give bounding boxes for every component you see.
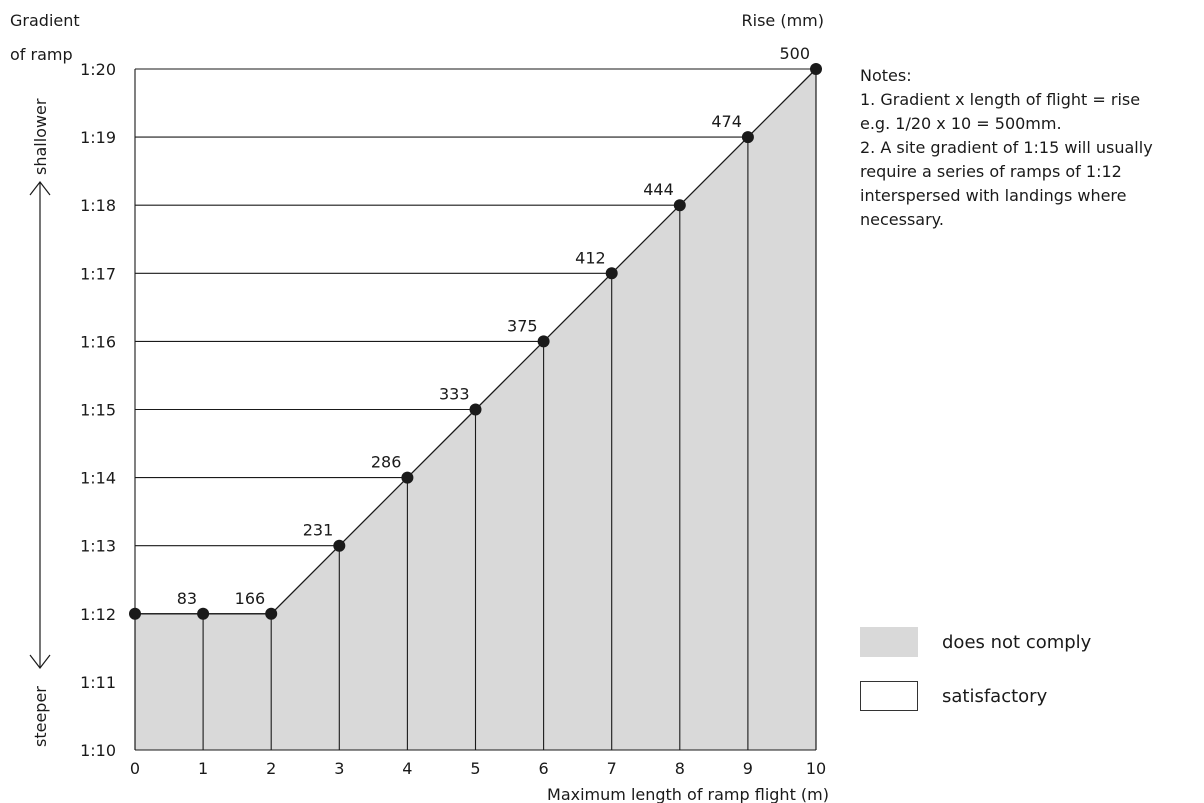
notes-line: e.g. 1/20 x 10 = 500mm. — [860, 114, 1062, 133]
x-tick-label: 1 — [198, 759, 208, 778]
data-point — [197, 607, 210, 620]
x-tick-label: 10 — [806, 759, 826, 778]
y-tick-label: 1:14 — [80, 469, 116, 488]
notes-panel: Notes: 1. Gradient x length of flight = … — [860, 64, 1200, 232]
y-tick-label: 1:18 — [80, 196, 116, 215]
x-tick-label: 5 — [470, 759, 480, 778]
data-point — [469, 403, 482, 416]
y-axis-title-line2: of ramp — [10, 45, 73, 64]
y-tick-label: 1:19 — [80, 128, 116, 147]
x-tick-label: 8 — [675, 759, 685, 778]
rise-value-label: 500 — [779, 44, 810, 63]
data-point — [265, 607, 278, 620]
data-point — [605, 267, 618, 280]
x-tick-label: 6 — [539, 759, 549, 778]
x-tick-label: 7 — [607, 759, 617, 778]
legend-swatch-white — [860, 681, 918, 711]
x-tick-label: 9 — [743, 759, 753, 778]
legend-item-noncomply: does not comply — [860, 627, 1091, 657]
legend-label-noncomply: does not comply — [942, 631, 1092, 653]
data-point — [401, 471, 414, 484]
rise-axis-title: Rise (mm) — [742, 11, 824, 30]
notes-line: interspersed with landings where — [860, 186, 1127, 205]
y-tick-label: 1:13 — [80, 537, 116, 556]
notes-title: Notes: — [860, 66, 912, 85]
x-tick-label: 3 — [334, 759, 344, 778]
rise-value-label: 166 — [235, 589, 266, 608]
data-point — [537, 335, 550, 348]
rise-value-label: 286 — [371, 453, 402, 472]
y-tick-label: 1:16 — [80, 332, 116, 351]
legend-swatch-gray — [860, 627, 918, 657]
steeper-label: steeper — [31, 686, 50, 747]
rise-value-label: 375 — [507, 316, 538, 335]
rise-value-label: 444 — [643, 180, 674, 199]
legend-item-satisfactory: satisfactory — [860, 681, 1047, 711]
notes-line: necessary. — [860, 210, 944, 229]
x-tick-label: 2 — [266, 759, 276, 778]
rise-value-label: 333 — [439, 385, 470, 404]
y-tick-label: 1:10 — [80, 741, 116, 760]
y-tick-label: 1:11 — [80, 673, 116, 692]
legend-label-satisfactory: satisfactory — [942, 685, 1048, 707]
y-tick-label: 1:12 — [80, 605, 116, 624]
x-tick-label: 4 — [402, 759, 412, 778]
notes-line: 1. Gradient x length of flight = rise — [860, 90, 1141, 109]
shallower-label: shallower — [31, 98, 50, 175]
notes-line: require a series of ramps of 1:12 — [860, 162, 1122, 181]
y-axis-title-line1: Gradient — [10, 11, 80, 30]
data-point — [333, 539, 346, 552]
x-tick-label: 0 — [130, 759, 140, 778]
direction-arrow — [29, 181, 51, 669]
data-point — [673, 199, 686, 212]
rise-value-label: 474 — [711, 112, 742, 131]
y-tick-label: 1:20 — [80, 60, 116, 79]
notes-line: 2. A site gradient of 1:15 will usually — [860, 138, 1153, 157]
rise-value-label: 231 — [303, 521, 334, 540]
x-axis-title: Maximum length of ramp flight (m) — [547, 785, 829, 803]
rise-value-label: 412 — [575, 248, 606, 267]
rise-value-label: 83 — [177, 589, 197, 608]
data-point — [741, 131, 754, 144]
y-tick-label: 1:15 — [80, 401, 116, 420]
y-tick-label: 1:17 — [80, 264, 116, 283]
